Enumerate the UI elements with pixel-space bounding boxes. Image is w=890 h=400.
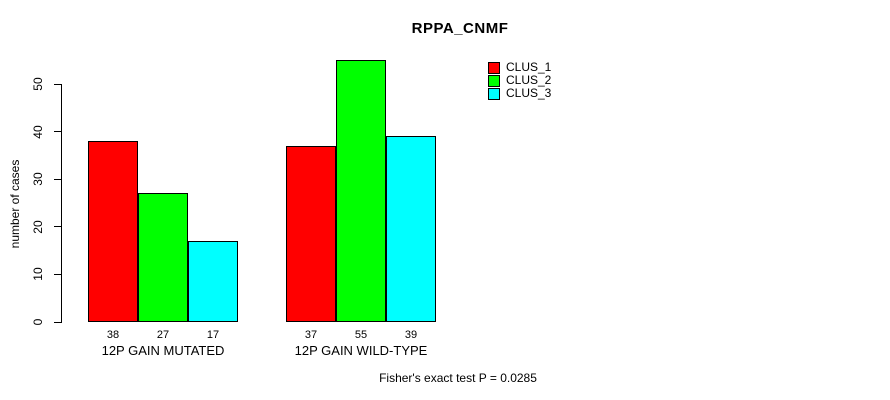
- legend-item-clus_2: CLUS_2: [488, 74, 551, 87]
- y-axis-tick-10: [54, 273, 61, 275]
- y-axis-tick-20: [54, 226, 61, 228]
- legend-label-clus_2: CLUS_2: [506, 73, 552, 87]
- legend: CLUS_1 CLUS_2 CLUS_3: [488, 61, 551, 100]
- bar-value-label-clus_2-group-1: 27: [156, 329, 170, 341]
- legend-label-clus_1: CLUS_1: [506, 60, 552, 74]
- legend-item-clus_3: CLUS_3: [488, 87, 551, 100]
- bar-value-label-clus_2-group-2: 55: [354, 329, 368, 341]
- bar-value-label-clus_1-group-1: 38: [106, 329, 120, 341]
- legend-swatch-clus_2: [488, 74, 500, 87]
- bar-clus_1-group-1: [88, 141, 138, 322]
- bar-clus_2-group-1: [138, 193, 188, 322]
- legend-swatch-clus_1: [488, 61, 500, 74]
- y-axis-tick-label-30: 30: [31, 172, 45, 186]
- bar-value-label-clus_3-group-2: 39: [404, 329, 418, 341]
- y-axis-tick-label-20: 20: [31, 220, 45, 234]
- y-axis-tick-label-40: 40: [31, 124, 45, 139]
- chart-title: RPPA_CNMF: [411, 20, 509, 37]
- statistical-test-annotation: Fisher's exact test P = 0.0285: [379, 371, 537, 385]
- y-axis-tick-label-50: 50: [31, 77, 45, 91]
- y-axis-line: [61, 84, 62, 323]
- y-axis-tick-label-0: 0: [31, 318, 45, 326]
- legend-swatch-clus_3: [488, 87, 500, 100]
- legend-label-clus_3: CLUS_3: [506, 86, 552, 100]
- y-axis-tick-label-10: 10: [31, 267, 45, 282]
- y-axis-tick-30: [54, 178, 61, 180]
- y-axis-tick-40: [54, 131, 61, 133]
- bar-clus_3-group-1: [188, 241, 238, 322]
- bar-value-label-clus_3-group-1: 17: [206, 329, 220, 341]
- y-axis-tick-50: [54, 83, 61, 85]
- legend-item-clus_1: CLUS_1: [488, 61, 551, 74]
- y-axis-title: number of cases: [8, 159, 22, 249]
- bar-clus_2-group-2: [336, 60, 386, 322]
- group-label-1: 12P GAIN MUTATED: [101, 343, 225, 358]
- bar-clus_3-group-2: [386, 136, 436, 322]
- y-axis-tick-0: [54, 321, 61, 323]
- bar-clus_1-group-2: [286, 145, 336, 322]
- group-label-2: 12P GAIN WILD-TYPE: [294, 343, 428, 358]
- bar-value-label-clus_1-group-2: 37: [304, 329, 318, 341]
